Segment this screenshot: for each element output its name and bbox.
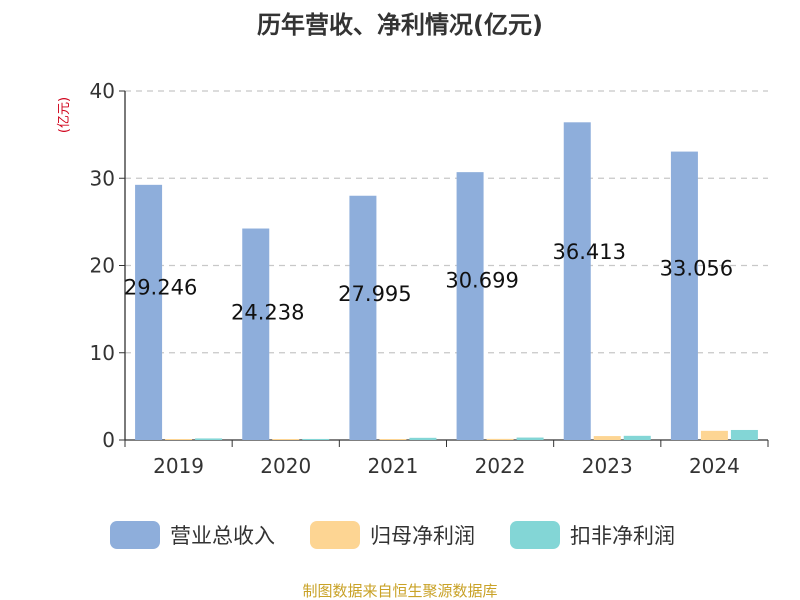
data-label: 27.995 bbox=[338, 282, 411, 306]
x-tick-label: 2021 bbox=[367, 454, 418, 478]
data-label: 36.413 bbox=[553, 240, 626, 264]
x-tick-label: 2024 bbox=[689, 454, 740, 478]
y-tick-label: 30 bbox=[90, 166, 115, 190]
y-tick-label: 20 bbox=[90, 254, 115, 278]
y-tick-label: 40 bbox=[90, 79, 115, 103]
legend-label: 归母净利润 bbox=[370, 524, 475, 548]
bar-series-1 bbox=[563, 122, 591, 441]
bar-series-1 bbox=[242, 228, 270, 440]
y-axis-unit-label: (亿元) bbox=[57, 97, 72, 133]
bar-series-2 bbox=[165, 439, 193, 440]
y-tick-label: 10 bbox=[90, 341, 115, 365]
bar-series-2 bbox=[486, 438, 514, 440]
bar-series-3 bbox=[730, 429, 758, 440]
data-label: 24.238 bbox=[231, 300, 304, 324]
axis-layer: 0 10 20 30 40 2019 2020 2021 2022 2023 2024 bbox=[90, 79, 769, 478]
source-note: 制图数据来自恒生聚源数据库 bbox=[302, 582, 497, 600]
grid-layer bbox=[125, 90, 768, 354]
bar-series-3 bbox=[623, 435, 651, 440]
bar-series-2 bbox=[700, 430, 728, 440]
data-label: 33.056 bbox=[660, 257, 733, 281]
legend-swatch bbox=[110, 521, 160, 549]
bar-series-1 bbox=[456, 172, 484, 440]
bar-series-3 bbox=[302, 438, 330, 440]
data-label-layer: 29.246 24.238 27.995 30.699 36.413 33.056 bbox=[124, 240, 733, 325]
x-tick-label: 2019 bbox=[153, 454, 204, 478]
data-label: 29.246 bbox=[124, 276, 197, 300]
chart-title: 历年营收、净利情况(亿元) bbox=[257, 11, 543, 39]
bar-series-3 bbox=[195, 438, 223, 440]
bar-layer bbox=[135, 122, 758, 441]
bar-series-1 bbox=[349, 195, 377, 440]
legend-swatch bbox=[510, 521, 560, 549]
legend-swatch bbox=[310, 521, 360, 549]
bar-series-3 bbox=[409, 437, 437, 440]
bar-series-2 bbox=[272, 439, 300, 440]
x-tick-label: 2023 bbox=[582, 454, 633, 478]
legend-label: 营业总收入 bbox=[170, 524, 275, 548]
x-tick-label: 2022 bbox=[475, 454, 526, 478]
legend-label: 扣非净利润 bbox=[570, 524, 675, 548]
data-label: 30.699 bbox=[445, 268, 518, 292]
bar-series-1 bbox=[135, 184, 163, 440]
x-tick-label: 2020 bbox=[260, 454, 311, 478]
legend[interactable]: 营业总收入 归母净利润 扣非净利润 bbox=[110, 521, 675, 549]
bar-series-3 bbox=[516, 437, 544, 440]
bar-series-2 bbox=[379, 439, 407, 440]
bar-series-1 bbox=[670, 151, 698, 440]
bar-series-2 bbox=[593, 436, 621, 440]
y-tick-label: 0 bbox=[102, 428, 115, 452]
